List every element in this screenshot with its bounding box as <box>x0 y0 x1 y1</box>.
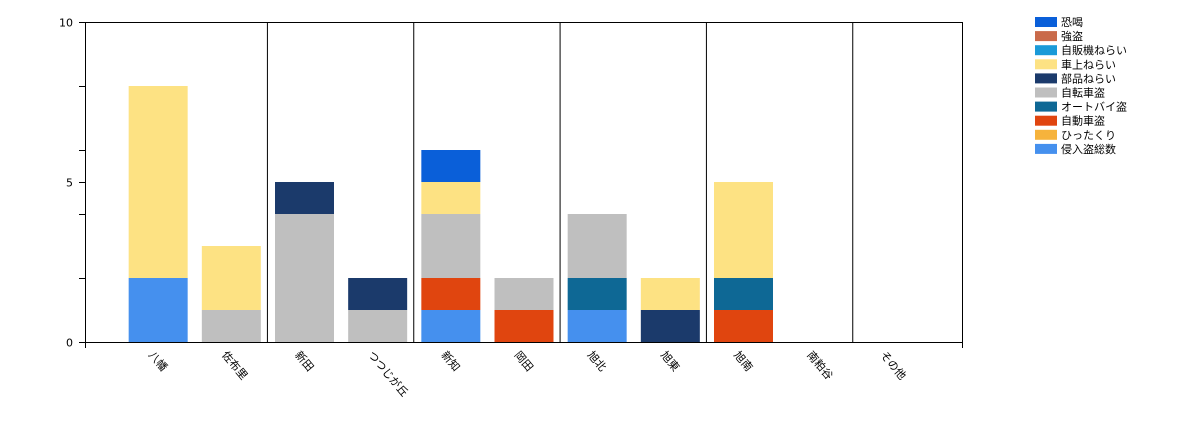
bar-segment <box>201 246 261 310</box>
bar-segment <box>714 310 773 342</box>
bar-segment <box>421 310 481 342</box>
x-tick-label: 新知 <box>438 348 463 374</box>
bar-segment <box>567 278 627 310</box>
x-tick-label: 八幡 <box>146 348 171 374</box>
legend: 恐喝強盗自販機ねらい車上ねらい部品ねらい自転車盗オートバイ盗自動車盗ひったくり侵… <box>1035 16 1127 156</box>
bars-layer <box>128 86 773 342</box>
legend-label: オートバイ盗 <box>1061 101 1127 114</box>
bar-segment <box>714 278 773 310</box>
x-tick-label: 旭南 <box>731 348 756 374</box>
y-tick-label: 10 <box>59 17 73 30</box>
legend-swatch <box>1035 59 1057 70</box>
x-tick-label: 旭東 <box>658 348 683 374</box>
x-tick-label: 南粕谷 <box>804 348 836 382</box>
legend-label: 侵入盗総数 <box>1061 142 1116 156</box>
legend-label: 車上ねらい <box>1061 57 1116 71</box>
legend-label: 自転車盗 <box>1061 86 1105 100</box>
bar-segment <box>567 214 627 278</box>
legend-swatch <box>1035 115 1057 126</box>
y-tick-label: 5 <box>66 177 73 190</box>
legend-label: 強盗 <box>1061 30 1083 43</box>
legend-swatch <box>1035 31 1057 42</box>
bar-segment <box>640 310 700 342</box>
legend-swatch <box>1035 101 1057 112</box>
bar-segment <box>714 182 773 278</box>
plot-frame <box>85 22 963 343</box>
gridlines-layer <box>266 22 854 342</box>
bar-segment <box>567 310 627 342</box>
x-tick-label: 新田 <box>292 348 317 374</box>
legend-swatch <box>1035 87 1057 98</box>
legend-label: 自動車盗 <box>1061 114 1105 128</box>
bar-segment <box>275 182 334 214</box>
legend-label: ひったくり <box>1061 129 1116 142</box>
legend-label: 部品ねらい <box>1061 71 1116 85</box>
bar-segment <box>201 310 261 342</box>
bar-segment <box>494 278 554 310</box>
bar-segment <box>640 278 700 310</box>
legend-swatch <box>1035 143 1057 154</box>
x-tick-label: つつじが丘 <box>365 348 411 399</box>
bar-segment <box>421 278 481 310</box>
bar-segment <box>128 86 188 278</box>
legend-swatch <box>1035 17 1057 27</box>
x-tick-label: 旭北 <box>585 348 610 374</box>
bar-segment <box>348 278 408 310</box>
bar-segment <box>348 310 408 342</box>
legend-label: 自販機ねらい <box>1061 43 1127 57</box>
bar-segment <box>275 214 334 342</box>
bar-segment <box>128 278 188 342</box>
y-tick-label: 0 <box>66 337 73 350</box>
x-tick-label: その他 <box>877 349 908 383</box>
legend-label: 恐喝 <box>1061 16 1083 29</box>
x-tick-label: 岡田 <box>512 349 536 374</box>
legend-swatch <box>1035 73 1057 84</box>
legend-swatch <box>1035 45 1057 56</box>
bar-segment <box>421 150 481 182</box>
bar-segment <box>494 310 554 342</box>
legend-swatch <box>1035 129 1057 140</box>
bar-segment <box>421 182 481 214</box>
x-tick-label: 佐布里 <box>219 348 251 382</box>
bar-segment <box>421 214 481 278</box>
